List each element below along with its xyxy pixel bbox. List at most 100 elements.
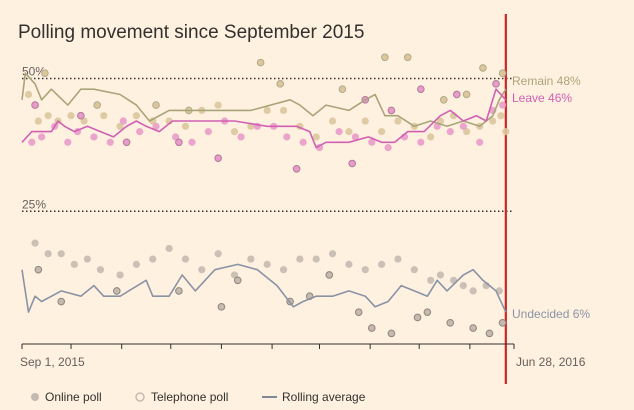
remain-telephone-poll-dot [338, 85, 347, 93]
undecided-online-poll-dot [459, 282, 467, 290]
legend-online-label: Online poll [45, 390, 102, 404]
reference-label-25: 25% [22, 197, 46, 211]
undecided-telephone-poll-dot [217, 303, 226, 311]
undecided-online-poll-dot [328, 250, 337, 258]
remain-online-poll-dot [132, 112, 141, 120]
legend-telephone-label: Telephone poll [151, 390, 228, 404]
remain-online-poll-dot [149, 117, 157, 125]
rolling-average-lines [21, 72, 507, 313]
undecided-online-poll-dot [57, 250, 65, 258]
remain-online-poll-dot [427, 133, 435, 141]
leave-online-poll-dot [283, 133, 291, 141]
undecided-online-poll-dot [312, 255, 320, 263]
remain-online-poll-dot [502, 128, 510, 136]
undecided-online-poll-dot [116, 271, 124, 279]
remain-online-poll-dot [214, 101, 222, 109]
remain-online-poll-dot [361, 117, 369, 125]
leave-online-poll-dot [315, 143, 324, 152]
undecided-online-poll-dot [70, 260, 78, 268]
remain-online-poll-dot [34, 117, 42, 125]
undecided-telephone-poll-dot [387, 329, 396, 338]
remain-online-poll-dot [100, 112, 108, 120]
undecided-online-poll-dot [410, 266, 418, 274]
leave-online-poll-dot [38, 133, 46, 141]
leave-telephone-poll-dot [214, 154, 222, 162]
leave-online-poll-dot [152, 122, 160, 130]
leave-online-poll-dot [204, 128, 212, 136]
x-axis-start-label: Sep 1, 2015 [20, 355, 85, 369]
leave-telephone-poll-dot [492, 80, 500, 88]
remain-online-poll-dot [312, 133, 320, 141]
remain-telephone-poll-dot [41, 69, 49, 78]
reference-lines: 50% 25% [22, 65, 514, 213]
undecided-online-poll-dot [132, 260, 141, 268]
undecided-telephone-poll-dot [367, 324, 376, 332]
leave-telephone-poll-dot [122, 138, 131, 147]
leave-telephone-poll-dot [417, 85, 425, 93]
remain-online-poll-dot [497, 112, 505, 120]
remain-online-poll-dot [116, 122, 124, 130]
undecided-telephone-poll-dot [175, 287, 183, 295]
undecided-telephone-poll-dot [34, 265, 43, 274]
undecided-telephone-poll-dot [233, 276, 242, 285]
undecided-online-poll-dot [198, 266, 206, 274]
undecided-online-poll-dot [345, 260, 353, 268]
undecided-online-poll-dot [31, 239, 39, 247]
undecided-online-poll-dot [378, 260, 386, 268]
undecided-telephone-poll-dot [446, 318, 455, 327]
legend-rolling-label: Rolling average [282, 390, 366, 404]
remain-online-poll-dot [394, 117, 402, 125]
leave-rolling-average-line [21, 88, 507, 149]
undecided-rolling-average-line [21, 263, 507, 313]
leave-online-poll-dot [351, 133, 360, 141]
remain-telephone-poll-dot [152, 101, 160, 109]
remain-telephone-poll-dot [439, 95, 448, 104]
leave-online-poll-dot [335, 128, 343, 136]
remain-online-poll-dot [67, 112, 75, 120]
undecided-telephone-poll-dot [469, 324, 477, 332]
legend: Online poll Telephone poll Rolling avera… [31, 390, 366, 404]
remain-online-poll-dot [24, 90, 33, 99]
remain-telephone-poll-dot [93, 101, 101, 109]
chart-title: Polling movement since September 2015 [18, 22, 364, 43]
leave-online-poll-dot [64, 138, 72, 146]
undecided-telephone-poll-dot [498, 318, 507, 327]
remain-series-label: Remain 48% [512, 74, 581, 88]
leave-online-poll-dot [417, 138, 425, 146]
x-axis-ticks [21, 344, 515, 349]
leave-online-poll-dot [384, 143, 392, 152]
undecided-telephone-poll-dot [113, 287, 121, 295]
remain-online-poll-dot [279, 106, 288, 114]
leave-online-poll-dot [90, 133, 98, 141]
leave-online-poll-dot [476, 138, 484, 146]
remain-online-poll-dot [44, 112, 52, 120]
undecided-online-poll-dot [427, 276, 435, 284]
undecided-telephone-poll-dot [423, 308, 432, 316]
leave-online-poll-dot [459, 122, 467, 130]
leave-online-poll-dot [368, 138, 376, 146]
leave-telephone-poll-dot [348, 159, 356, 168]
legend-telephone-swatch [135, 392, 145, 402]
undecided-online-poll-dot [296, 255, 304, 263]
leave-telephone-poll-dot [175, 138, 183, 147]
undecided-online-poll-dot [181, 255, 190, 263]
undecided-telephone-poll-dot [485, 329, 494, 338]
leave-online-poll-dot [237, 133, 245, 141]
undecided-online-poll-dot [44, 250, 52, 258]
remain-telephone-poll-dot [381, 53, 389, 62]
undecided-series-label: Undecided 6% [512, 307, 590, 321]
remain-online-poll-dot [181, 122, 190, 130]
leave-telephone-poll-dot [387, 106, 396, 115]
leave-online-poll-dot [446, 128, 454, 136]
remain-rolling-average-line [21, 72, 507, 128]
legend-online-swatch [31, 393, 39, 401]
undecided-online-poll-dot [394, 255, 402, 263]
leave-online-poll-dot [119, 117, 127, 125]
leave-series-label: Leave 46% [512, 91, 572, 105]
remain-telephone-poll-dot [403, 53, 412, 62]
remain-online-poll-dot [263, 106, 271, 114]
leave-online-poll-dot [188, 138, 196, 146]
leave-telephone-poll-dot [292, 165, 301, 173]
remain-online-poll-dot [462, 128, 471, 136]
